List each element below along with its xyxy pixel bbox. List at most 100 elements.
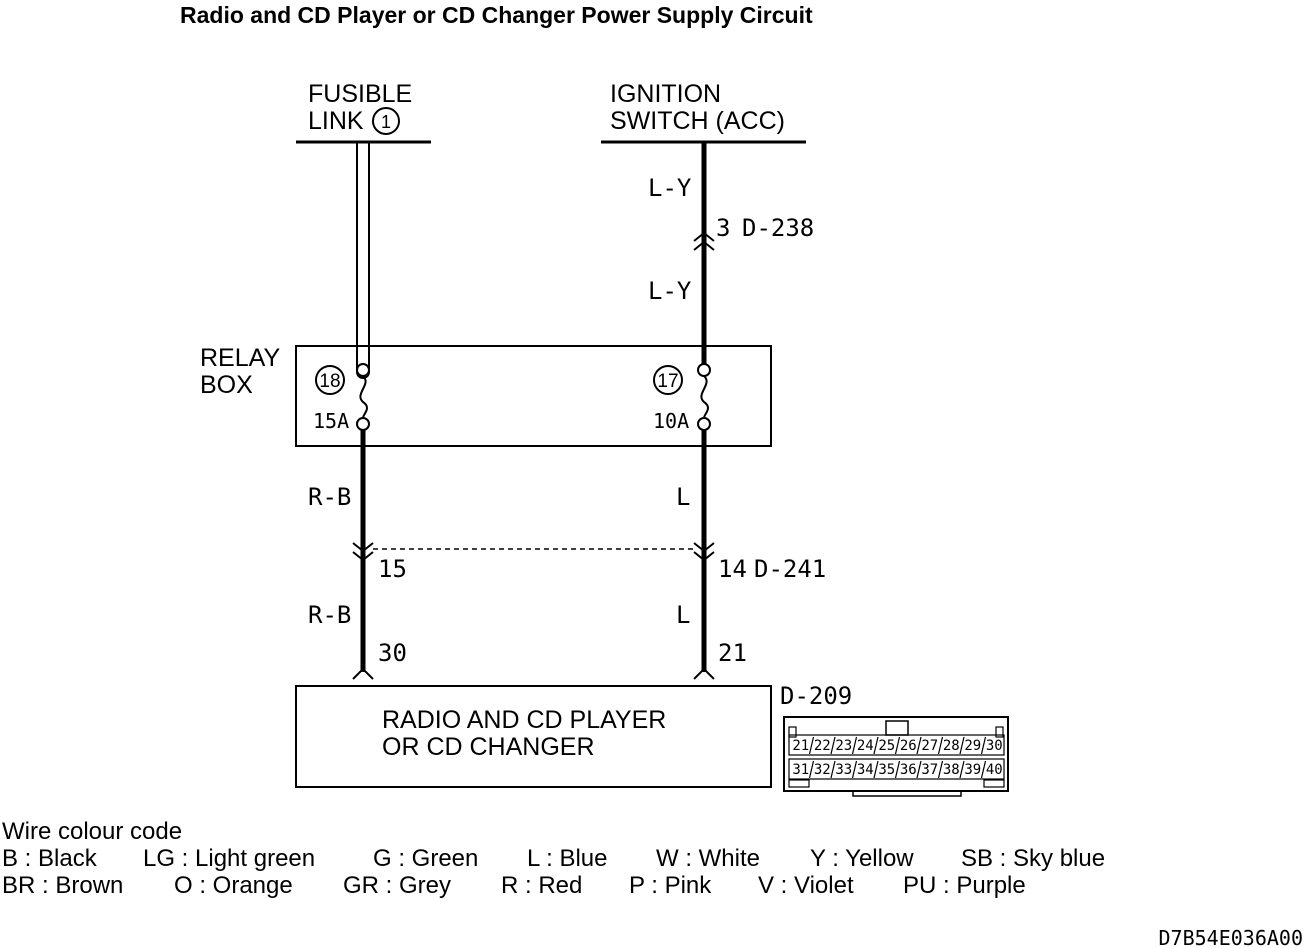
pin-divider <box>873 736 879 755</box>
pin-row-frame <box>788 758 1005 780</box>
connector-pin-28: 28 <box>943 738 960 754</box>
connector-pin-25: 25 <box>878 738 895 754</box>
pin-divider <box>916 736 922 755</box>
legend-item-pu: PU : Purple <box>903 872 1026 899</box>
fusible-link-label-line1: FUSIBLE <box>308 80 412 108</box>
radio-component-box <box>295 685 772 788</box>
legend-item-w: W : White <box>656 845 760 872</box>
connector-pin-37: 37 <box>921 762 938 778</box>
connector-pin-40: 40 <box>986 762 1003 778</box>
pin-divider <box>830 736 836 755</box>
legend-item-lg: LG : Light green <box>143 845 315 872</box>
connector-pin-39: 39 <box>964 762 981 778</box>
connector-pin-23: 23 <box>835 738 852 754</box>
connector-pin-29: 29 <box>964 738 981 754</box>
legend-heading: Wire colour code <box>2 818 182 845</box>
pin-divider <box>937 760 944 779</box>
connector-d209-name: D-209 <box>780 682 852 710</box>
d209-pin-left: 30 <box>378 639 407 667</box>
relay-box: RELAY BOX 18 15A 17 10A <box>200 344 772 447</box>
pin-divider <box>894 736 901 755</box>
fusible-link-number-circle <box>372 107 400 135</box>
connector-pin-33: 33 <box>835 762 852 778</box>
connector-d238-pin: 3 <box>716 214 730 242</box>
fuse-17: 17 10A <box>653 363 711 433</box>
fusible-link-label-line2: LINK <box>308 107 364 135</box>
radio-component-label-line2: OR CD CHANGER <box>382 733 595 761</box>
connector-d241-name: D-241 <box>754 555 826 583</box>
pin-divider <box>980 760 987 779</box>
ignition-wire: L-Y 3 D-238 L-Y <box>648 142 814 364</box>
legend-item-r: R : Red <box>501 872 582 899</box>
pin-divider <box>851 736 858 755</box>
wire-colour-legend: Wire colour code B : Black LG : Light gr… <box>2 818 1105 899</box>
radio-component: RADIO AND CD PLAYER OR CD CHANGER <box>295 685 772 788</box>
pin-divider <box>851 760 858 779</box>
connector-pin-27: 27 <box>921 738 938 754</box>
connector-pin-35: 35 <box>878 762 895 778</box>
right-output-wire: L 14 D-241 L 21 <box>676 430 826 680</box>
d209-pin-right: 21 <box>718 639 747 667</box>
legend-item-sb: SB : Sky blue <box>961 845 1105 872</box>
relay-box-label-line1: RELAY <box>200 344 280 372</box>
fusible-link-conductor <box>356 142 370 379</box>
ignition-switch-label-line1: IGNITION <box>610 80 721 108</box>
figure-code: D7B54E036A00 <box>1159 926 1304 948</box>
connector-d238-name: D-238 <box>742 214 814 242</box>
left-output-wire: R-B 15 R-B 30 <box>308 430 407 680</box>
connector-pin-26: 26 <box>900 738 917 754</box>
legend-item-y: Y : Yellow <box>810 845 914 872</box>
pin-divider <box>873 760 879 779</box>
pin-divider <box>894 760 901 779</box>
connector-pin-38: 38 <box>943 762 960 778</box>
pin-divider <box>937 736 944 755</box>
connector-pin-34: 34 <box>857 762 874 778</box>
fusible-link-number: 1 <box>381 112 391 132</box>
connector-d241-right-pin: 14 <box>718 555 747 583</box>
pin-divider <box>916 760 922 779</box>
pin-row-frame <box>788 734 1005 756</box>
connector-pin-31: 31 <box>792 762 809 778</box>
pin-divider <box>808 736 815 755</box>
pin-divider <box>808 760 815 779</box>
legend-item-p: P : Pink <box>629 872 712 899</box>
wire-color-l-y-upper: L-Y <box>648 174 692 202</box>
legend-item-g: G : Green <box>373 845 478 872</box>
pin-divider <box>959 760 965 779</box>
legend-item-gr: GR : Grey <box>343 872 451 899</box>
fuse-17-number: 17 <box>657 371 678 392</box>
wire-color-l-lower: L <box>676 601 690 629</box>
fuse-18: 18 15A <box>313 363 370 433</box>
pin-divider <box>980 736 987 755</box>
ignition-switch-source: IGNITION SWITCH (ACC) <box>601 80 806 144</box>
radio-component-label-line1: RADIO AND CD PLAYER <box>382 706 666 734</box>
legend-item-v: V : Violet <box>758 872 854 899</box>
connector-d241-left-pin: 15 <box>378 555 407 583</box>
fuse-18-rating: 15A <box>313 409 349 433</box>
fusible-link-source: FUSIBLE LINK 1 <box>296 80 431 144</box>
ignition-switch-label-line2: SWITCH (ACC) <box>610 107 785 135</box>
connector-pin-22: 22 <box>814 738 831 754</box>
diagram-title: Radio and CD Player or CD Changer Power … <box>180 2 813 28</box>
connector-pin-32: 32 <box>814 762 831 778</box>
legend-item-o: O : Orange <box>174 872 293 899</box>
wire-color-r-b-lower: R-B <box>308 601 351 629</box>
fuse-17-rating: 10A <box>653 409 689 433</box>
connector-pin-24: 24 <box>857 738 874 754</box>
relay-box-outline <box>295 345 772 447</box>
connector-pin-30: 30 <box>986 738 1003 754</box>
wire-color-r-b-upper: R-B <box>308 483 351 511</box>
wire-color-l-upper: L <box>676 483 690 511</box>
legend-item-br: BR : Brown <box>2 872 123 899</box>
legend-item-b: B : Black <box>2 845 98 872</box>
connector-pin-36: 36 <box>900 762 917 778</box>
fuse-18-number: 18 <box>319 371 340 392</box>
connector-pin-21: 21 <box>792 738 809 754</box>
connector-d241-left-mark <box>352 542 374 562</box>
legend-item-l: L : Blue <box>527 845 608 872</box>
pin-divider <box>959 736 965 755</box>
pin-divider <box>830 760 836 779</box>
